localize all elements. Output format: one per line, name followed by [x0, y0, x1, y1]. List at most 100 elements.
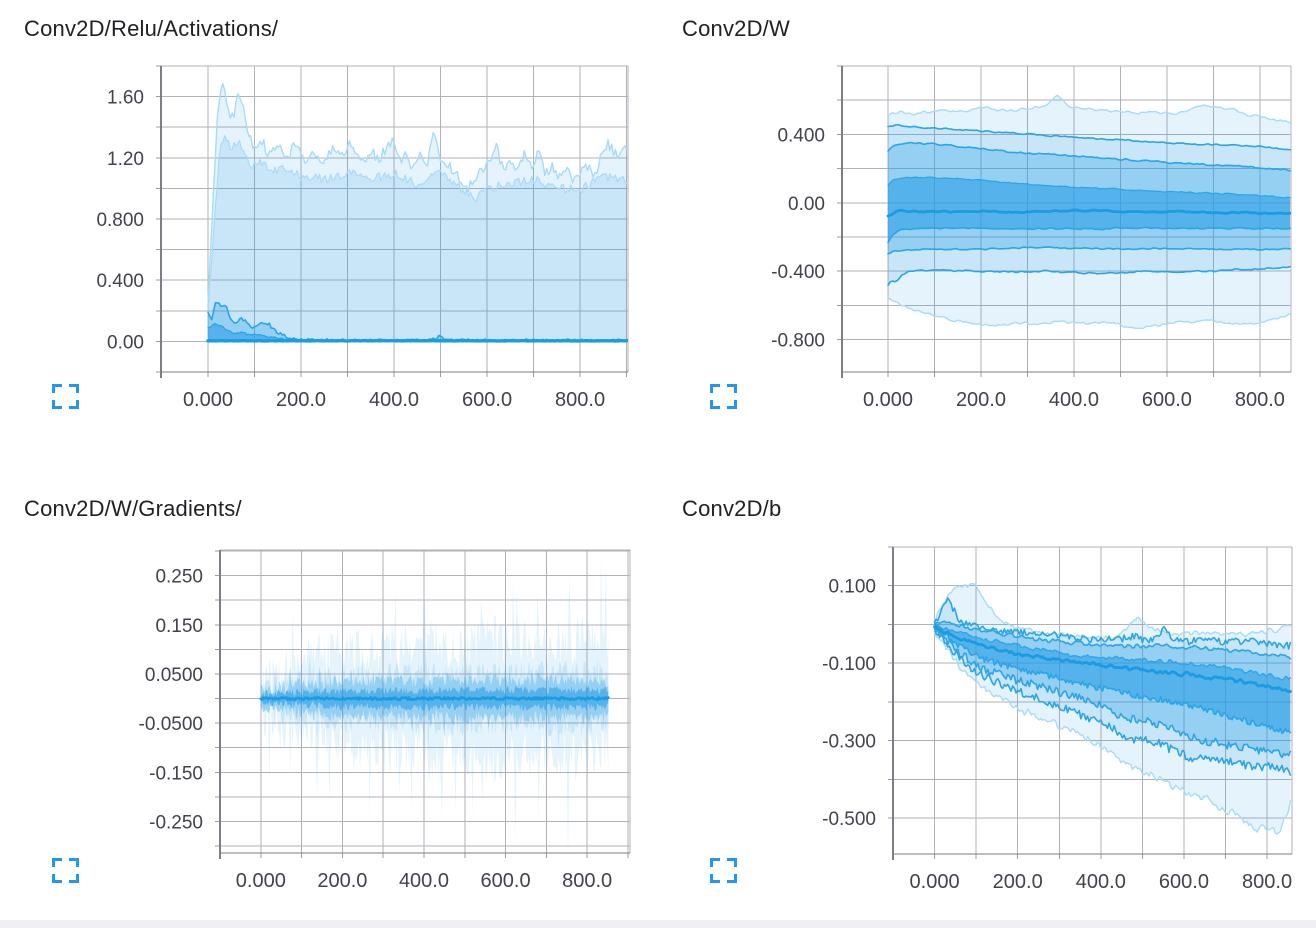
percentile-line-min — [933, 632, 1292, 835]
y-tick-label: 0.100 — [828, 577, 876, 598]
expand-icon-corner — [69, 874, 79, 883]
x-tick-label: 600.0 — [462, 389, 512, 411]
x-tick-label: 400.0 — [399, 870, 449, 892]
percentile-line-p16 — [933, 626, 1292, 759]
x-tick-label: 800.0 — [555, 389, 605, 411]
expand-icon-corner — [52, 874, 62, 883]
percentile-line-min — [887, 296, 1291, 330]
distribution-plot[interactable]: 0.000 200.0 400.0 600.0 800.0 0.00 0.400 0.800 1… — [0, 0, 658, 464]
distribution-plot[interactable]: 0.000 200.0 400.0 600.0 800.0 0.250 0.150 0.050… — [0, 464, 658, 928]
x-tick-label: 200.0 — [993, 871, 1043, 893]
x-tick-label: 200.0 — [956, 389, 1006, 411]
percentile-line-p16 — [887, 246, 1291, 255]
percentile-line-p93 — [887, 123, 1291, 151]
x-tick-label: 0.000 — [863, 389, 913, 411]
chart-panel-conv2d-b: Conv2D/b 0.000 200.0 400.0 600.0 800.0 0.100 -… — [658, 464, 1316, 928]
axis-labels: 0.000 200.0 400.0 600.0 800.0 0.250 0.150 0.050… — [139, 567, 613, 892]
expand-icon[interactable] — [710, 858, 737, 883]
percentile-band — [207, 83, 627, 342]
percentile-line-p93 — [207, 135, 628, 315]
x-tick-label: 200.0 — [276, 389, 326, 411]
percentile-line-p84 — [887, 141, 1291, 172]
distribution-plot[interactable]: 0.000 200.0 400.0 600.0 800.0 0.400 0.00 -0.400… — [658, 0, 1316, 464]
chart-title: Conv2D/Relu/Activations/ — [24, 16, 279, 41]
x-tick-label: 400.0 — [1049, 389, 1099, 411]
x-tick-label: 600.0 — [1159, 871, 1209, 893]
percentile-line-p69 — [933, 622, 1291, 681]
y-tick-label: -0.150 — [149, 763, 203, 784]
expand-icon-corner — [727, 858, 737, 867]
percentile-line-p93 — [933, 597, 1292, 650]
page-bottom-strip — [0, 920, 1316, 928]
expand-icon-corner — [52, 384, 62, 393]
percentile-line-p50 — [933, 625, 1292, 693]
expand-icon-corner — [710, 384, 720, 393]
x-tick-label: 0.000 — [236, 870, 286, 892]
expand-icon-corner — [69, 384, 79, 393]
y-tick-label: -0.300 — [822, 732, 876, 753]
axis-labels: 0.000 200.0 400.0 600.0 800.0 0.400 0.00 -0.400… — [771, 125, 1285, 411]
y-tick-label: 0.400 — [96, 271, 144, 292]
axis-labels: 0.000 200.0 400.0 600.0 800.0 0.100 -0.100 -0.3… — [822, 577, 1292, 893]
expand-icon[interactable] — [710, 384, 737, 409]
y-tick-label: -0.100 — [822, 654, 876, 675]
x-tick-label: 0.000 — [183, 389, 233, 411]
expand-icon-corner — [710, 874, 720, 883]
expand-icon-corner — [710, 400, 720, 409]
chart-title: Conv2D/W/Gradients/ — [24, 496, 242, 521]
percentile-line-p31 — [887, 226, 1291, 244]
percentile-line-max — [207, 82, 628, 306]
percentile-bands — [933, 582, 1292, 835]
chart-title: Conv2D/W — [682, 16, 790, 41]
percentile-line-p84 — [933, 620, 1292, 660]
grid — [156, 65, 629, 378]
y-tick-label: 0.400 — [777, 125, 825, 146]
x-tick-label: 200.0 — [317, 870, 367, 892]
x-tick-label: 400.0 — [369, 389, 419, 411]
y-tick-label: 0.00 — [107, 332, 144, 353]
chart-panel-conv2d-w: Conv2D/W 0.000 200.0 400.0 600.0 800.0 0.400 0… — [658, 0, 1316, 464]
x-tick-label: 0.000 — [910, 871, 960, 893]
percentile-line-p31 — [933, 624, 1292, 735]
y-tick-label: -0.500 — [822, 809, 876, 830]
y-tick-label: 0.0500 — [145, 665, 203, 686]
y-tick-label: 0.250 — [155, 567, 203, 588]
percentile-line-p7 — [933, 625, 1292, 776]
expand-icon-corner — [727, 400, 737, 409]
expand-icon-corner — [727, 874, 737, 883]
distribution-plot[interactable]: 0.000 200.0 400.0 600.0 800.0 0.100 -0.100 -0.3… — [658, 464, 1316, 928]
chart-panel-conv2d-relu-activations: Conv2D/Relu/Activations/ 0.000 200.0 400.0… — [0, 0, 658, 464]
y-tick-label: 1.20 — [107, 149, 144, 170]
y-tick-label: 0.150 — [155, 616, 203, 637]
y-tick-label: -0.800 — [771, 331, 825, 352]
percentile-line-max — [887, 94, 1291, 124]
percentile-line-p69 — [887, 176, 1291, 199]
y-tick-label: 0.800 — [96, 210, 144, 231]
percentile-band — [207, 135, 627, 342]
expand-icon[interactable] — [52, 858, 79, 883]
percentile-bands — [259, 555, 610, 853]
expand-icon[interactable] — [52, 384, 79, 409]
y-tick-label: 0.00 — [788, 194, 825, 215]
expand-icon-corner — [69, 858, 79, 867]
percentile-bands — [206, 82, 628, 343]
expand-icon-corner — [710, 858, 720, 867]
percentile-line-p50 — [886, 208, 1291, 218]
x-tick-label: 400.0 — [1076, 871, 1126, 893]
percentile-line-max — [933, 582, 1292, 641]
chart-panel-conv2d-w-gradients: Conv2D/W/Gradients/ 0.000 200.0 400.0 600.0… — [0, 464, 658, 928]
x-tick-label: 800.0 — [1235, 389, 1285, 411]
axis-labels: 0.000 200.0 400.0 600.0 800.0 0.00 0.400 0.800 1… — [96, 88, 605, 411]
x-tick-label: 600.0 — [1142, 389, 1192, 411]
expand-icon-corner — [69, 400, 79, 409]
expand-icon-corner — [727, 384, 737, 393]
y-tick-label: -0.250 — [149, 813, 203, 834]
percentile-bands — [886, 94, 1291, 330]
expand-icon-corner — [52, 400, 62, 409]
y-tick-label: -0.0500 — [139, 714, 203, 735]
percentile-line-p7 — [887, 265, 1291, 287]
expand-icon-corner — [52, 858, 62, 867]
grid — [888, 546, 1293, 860]
x-tick-label: 800.0 — [562, 870, 612, 892]
x-tick-label: 600.0 — [481, 870, 531, 892]
